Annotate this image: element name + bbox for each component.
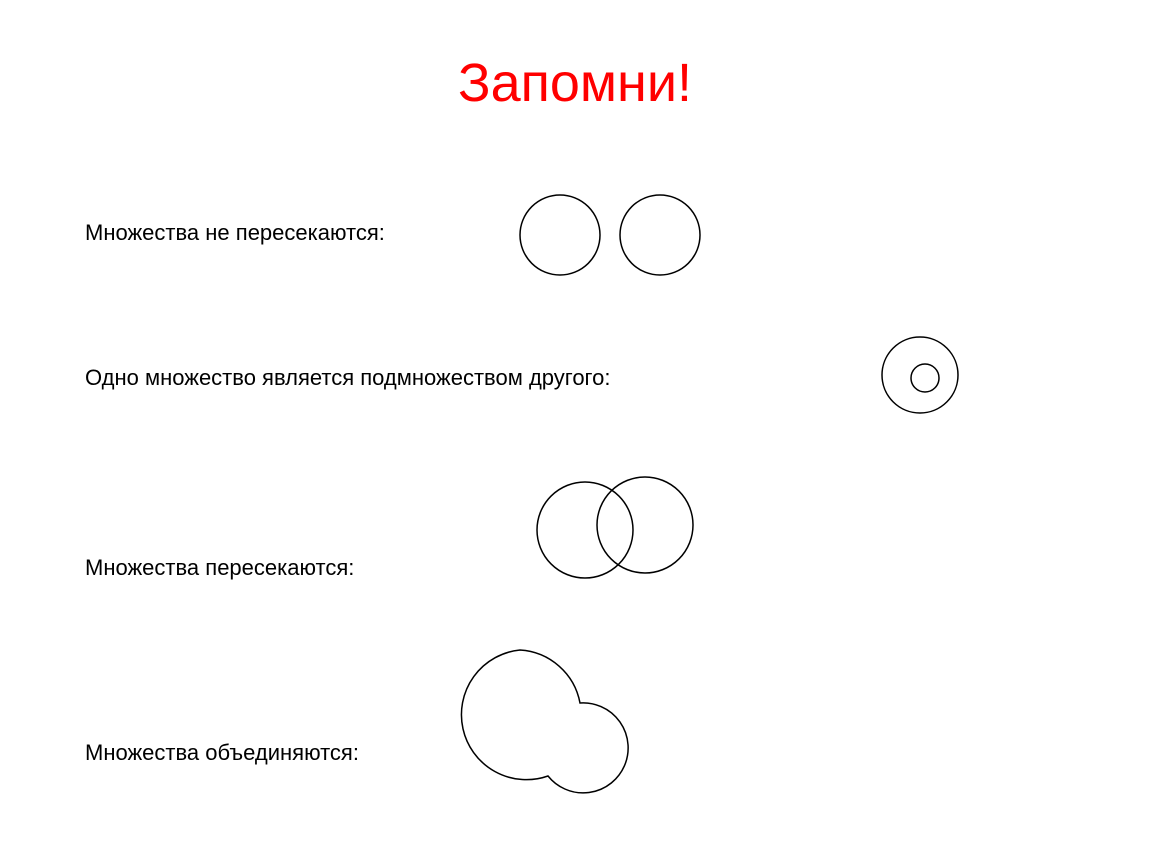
label-subset: Одно множество является подмножеством др… <box>85 365 610 391</box>
circle-disjoint-b <box>620 195 700 275</box>
circle-subset-outer <box>882 337 958 413</box>
diagram-subset <box>870 330 990 420</box>
label-disjoint: Множества не пересекаются: <box>85 220 385 246</box>
circle-disjoint-a <box>520 195 600 275</box>
svg-intersect <box>530 470 750 580</box>
circle-subset-inner <box>911 364 939 392</box>
slide-title: Запомни! <box>0 52 1150 114</box>
label-union: Множества объединяются: <box>85 740 359 766</box>
diagram-disjoint <box>510 190 760 290</box>
circle-intersect-b <box>597 477 693 573</box>
label-intersect: Множества пересекаются: <box>85 555 354 581</box>
diagram-union <box>430 640 690 810</box>
svg-union <box>430 640 690 810</box>
svg-subset <box>870 330 990 420</box>
slide-canvas: Запомни! Множества не пересекаются: Одно… <box>0 0 1150 864</box>
svg-disjoint <box>510 190 760 290</box>
circle-intersect-a <box>537 482 633 578</box>
diagram-intersect <box>530 470 750 580</box>
path-union <box>461 650 628 793</box>
